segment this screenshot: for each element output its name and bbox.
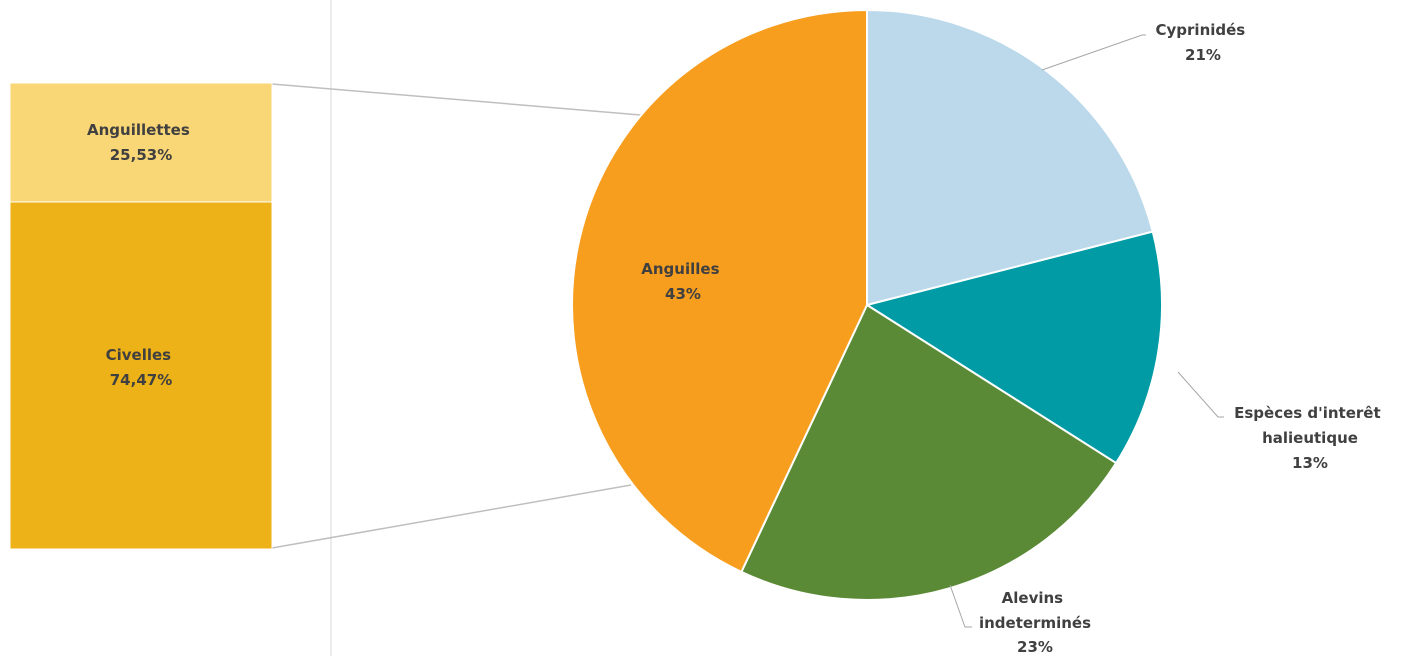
pie-slice-alevins-indetermines xyxy=(740,303,1118,601)
slice-value-cyprinides: 21% xyxy=(1185,46,1221,64)
slice-name-alevins-line2: indeterminés xyxy=(979,614,1091,632)
pie-slice-especes-d-interet-halieutique xyxy=(864,230,1163,465)
connector-line-bottom xyxy=(271,484,632,549)
leader-alevins xyxy=(949,584,972,628)
bar-name-anguillettes: Anguillettes xyxy=(87,121,190,139)
bar-value-anguillettes: 25,53% xyxy=(110,146,172,164)
slice-value-anguilles: 43% xyxy=(665,285,701,303)
leader-especes xyxy=(1177,371,1224,418)
slice-value-alevins: 23% xyxy=(1017,638,1053,656)
bar-name-civelles: Civelles xyxy=(106,346,172,364)
slice-name-anguilles: Anguilles xyxy=(641,260,719,278)
slice-name-cyprinides: Cyprinidés xyxy=(1156,21,1246,39)
bar-segment-civelles xyxy=(9,201,273,550)
slice-value-especes: 13% xyxy=(1292,454,1328,472)
bar-label-anguillettes: Anguillettes 25,53% xyxy=(87,121,195,164)
slice-name-especes-line2: halieutique xyxy=(1262,429,1358,447)
bar-segment-anguillettes xyxy=(9,82,273,203)
slice-name-alevins: Alevins xyxy=(1002,589,1064,607)
pie-slice-cyprinides xyxy=(866,8,1154,307)
slice-label-anguilles: Anguilles 43% xyxy=(641,260,724,303)
pie-slice-anguilles xyxy=(571,8,868,574)
slice-name-especes: Espèces d'interêt xyxy=(1234,404,1381,422)
connector-line-top xyxy=(271,83,642,116)
leader-lines xyxy=(949,34,1224,628)
slice-label-especes: Espèces d'interêt 13% xyxy=(1234,404,1386,472)
slice-label-cyprinides: Cyprinidés 21% xyxy=(1156,21,1251,64)
breakdown-bar xyxy=(9,82,273,550)
bar-value-civelles: 74,47% xyxy=(110,371,172,389)
connector-lines xyxy=(271,83,642,549)
bar-label-civelles: Civelles 74,47% xyxy=(106,346,177,389)
slice-label-alevins: Alevins 23% xyxy=(1002,589,1069,656)
leader-cyprinides xyxy=(1041,34,1146,71)
pie xyxy=(571,8,1163,601)
